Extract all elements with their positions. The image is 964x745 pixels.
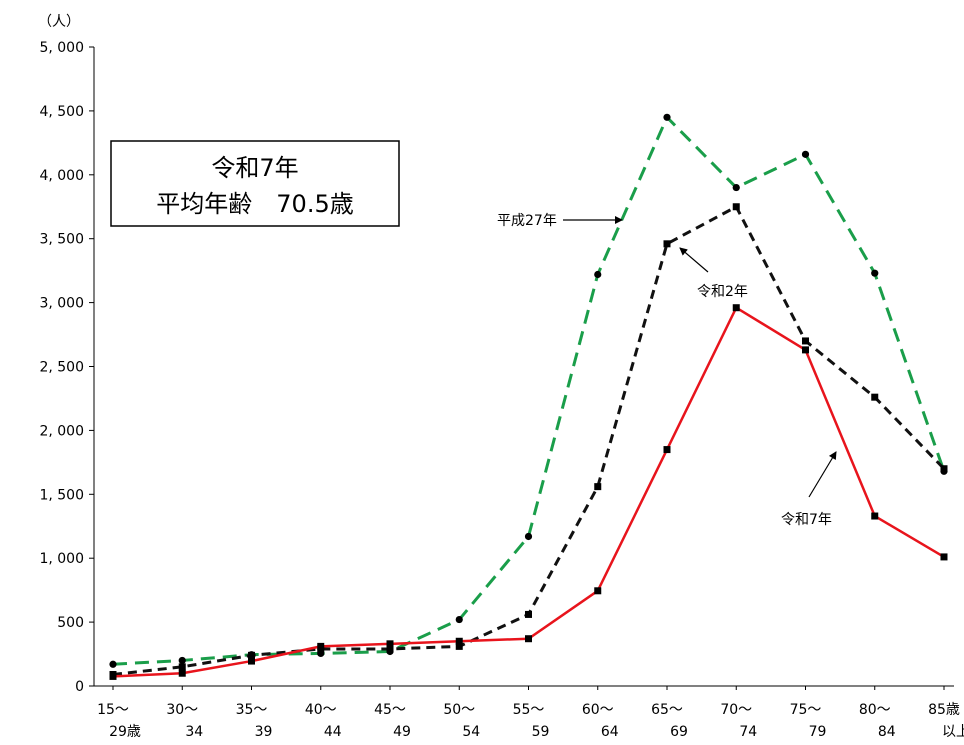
annotation-reiwa2: 令和2年: [697, 284, 748, 300]
data-point: [455, 615, 463, 624]
x-tick-label: 85歳: [928, 702, 960, 718]
data-point: [248, 651, 255, 659]
x-tick-label: 35～: [236, 702, 268, 718]
series-line: [112, 205, 946, 676]
x-tick-label: 15～: [97, 702, 129, 718]
annotations: 平成27年 令和2年 令和7年: [497, 213, 837, 528]
data-point: [178, 656, 186, 665]
x-tick-label-line2: 以上: [942, 724, 964, 740]
y-tick-label: 4, 000: [39, 168, 84, 184]
x-tick-label: 65～: [651, 702, 683, 718]
y-ticks: 0 500 1, 000 1, 500 2, 000 2, 500 3, 000 3, 500…: [39, 40, 94, 695]
data-point: [663, 113, 671, 121]
x-tick-label-line2: 74: [739, 724, 757, 740]
data-point: [455, 642, 463, 650]
x-ticks: 15～ 29歳 30～ 34 35～ 39 40～ 44 45～ 49 50～ 54 55～ 59 60～ 6…: [97, 686, 964, 740]
x-tick-label: 30～: [166, 702, 198, 718]
y-tick-label: 500: [57, 615, 84, 631]
x-tick-label: 50～: [443, 702, 475, 718]
y-tick-label: 0: [75, 679, 84, 695]
series-layer: [109, 113, 948, 680]
y-tick-label: 3, 000: [39, 296, 84, 312]
data-point: [871, 512, 879, 520]
data-point: [594, 270, 602, 279]
x-tick-label-line2: 49: [393, 724, 411, 740]
y-tick-label: 4, 500: [39, 104, 84, 120]
data-point: [802, 346, 809, 354]
annotation-heisei27: 平成27年: [497, 213, 557, 229]
x-tick-label: 60～: [582, 702, 614, 718]
average-age-box: 令和7年 平均年齢 70.5歳: [110, 140, 400, 227]
data-point: [317, 642, 325, 650]
annotation-reiwa2-arrow: [679, 247, 709, 273]
x-tick-label-line2: 39: [255, 724, 273, 740]
x-tick-label-line2: 59: [532, 724, 550, 740]
y-unit-label: （人）: [38, 14, 80, 30]
x-tick-label: 45～: [374, 702, 406, 718]
data-point: [178, 669, 186, 677]
series-2: [109, 203, 948, 678]
average-age-box-title: 令和7年: [211, 154, 298, 182]
x-tick-label-line2: 79: [809, 724, 827, 740]
data-point: [594, 483, 602, 491]
data-point: [525, 610, 532, 618]
data-point: [940, 553, 948, 561]
x-tick-label: 75～: [790, 702, 822, 718]
x-tick-label-line2: 44: [324, 724, 342, 740]
data-point: [732, 183, 740, 192]
data-point: [732, 203, 740, 211]
x-tick-label-line2: 29歳: [109, 724, 141, 740]
data-point: [248, 657, 255, 665]
x-tick-label-line2: 34: [185, 724, 203, 740]
average-age-box-value: 平均年齢 70.5歳: [156, 190, 353, 218]
data-point: [524, 532, 533, 541]
data-point: [386, 640, 394, 648]
y-tick-label: 1, 000: [39, 551, 84, 567]
x-tick-label-line2: 64: [601, 724, 619, 740]
series-3: [109, 304, 948, 680]
average-age-box-frame: [110, 140, 400, 227]
x-tick-label: 80～: [859, 702, 891, 718]
x-tick-label-line2: 84: [878, 724, 896, 740]
data-point: [802, 337, 809, 345]
data-point: [801, 150, 810, 158]
annotation-reiwa7: 令和7年: [781, 512, 832, 528]
annotation-reiwa7-arrow: [808, 451, 837, 498]
data-point: [940, 465, 948, 473]
data-point: [594, 587, 602, 595]
data-point: [178, 663, 186, 671]
data-point: [871, 269, 879, 277]
data-point: [386, 645, 394, 653]
x-tick-label: 40～: [305, 702, 337, 718]
data-point: [871, 393, 879, 401]
data-point: [663, 240, 671, 248]
y-tick-label: 3, 500: [39, 232, 84, 248]
data-point: [525, 635, 532, 643]
x-tick-label: 55～: [513, 702, 545, 718]
data-point: [663, 446, 671, 454]
data-point: [455, 637, 463, 645]
data-point: [732, 304, 740, 312]
series-line: [112, 306, 945, 678]
x-tick-label-line2: 69: [670, 724, 688, 740]
y-tick-label: 1, 500: [39, 487, 84, 503]
data-point: [109, 672, 117, 680]
x-tick-label-line2: 54: [462, 724, 480, 740]
y-tick-label: 5, 000: [39, 40, 84, 56]
x-tick-label: 70～: [720, 702, 752, 718]
data-point: [109, 660, 117, 668]
y-tick-label: 2, 000: [39, 423, 84, 439]
y-tick-label: 2, 500: [39, 360, 84, 376]
